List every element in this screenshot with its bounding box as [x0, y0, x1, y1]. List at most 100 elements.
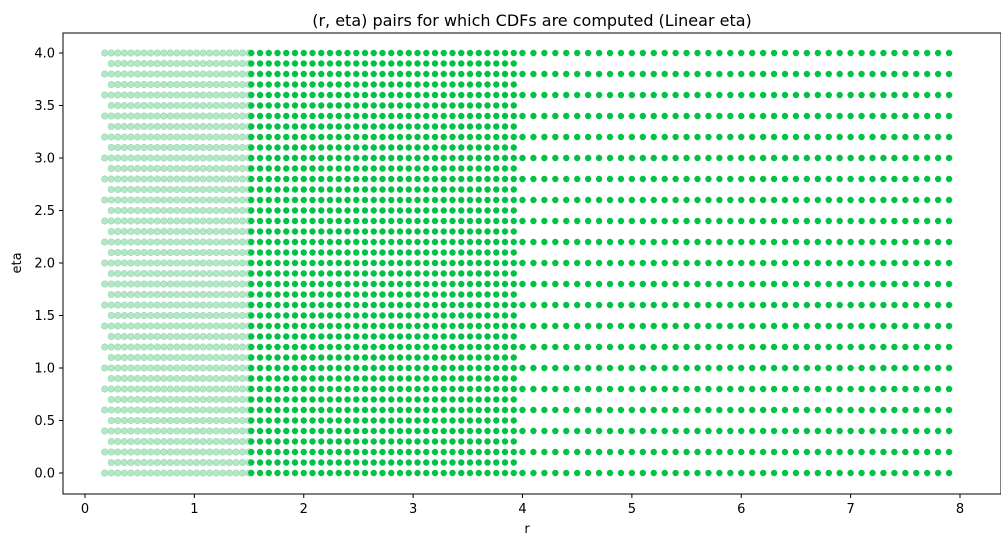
- data-point: [153, 59, 161, 67]
- data-point: [510, 144, 517, 151]
- data-point: [423, 333, 430, 340]
- data-point: [650, 238, 657, 246]
- data-point: [423, 238, 430, 246]
- data-point: [318, 102, 325, 109]
- data-point: [628, 469, 636, 477]
- data-point: [101, 427, 109, 435]
- data-point: [379, 354, 386, 361]
- data-point: [225, 469, 233, 477]
- data-point: [705, 448, 712, 456]
- data-point: [584, 448, 592, 456]
- data-point: [107, 301, 115, 309]
- data-point: [179, 364, 187, 372]
- data-point: [484, 364, 491, 372]
- data-point: [239, 437, 247, 445]
- data-point: [318, 406, 325, 414]
- data-point: [370, 343, 377, 351]
- data-point: [449, 81, 456, 88]
- data-point: [552, 448, 559, 456]
- data-point: [388, 270, 395, 277]
- data-point: [510, 249, 517, 256]
- data-point: [510, 112, 517, 120]
- data-point: [219, 322, 227, 330]
- data-point: [173, 112, 181, 120]
- data-point: [256, 133, 264, 141]
- data-point: [318, 207, 325, 214]
- data-point: [291, 291, 299, 298]
- data-point: [923, 217, 931, 225]
- data-point: [858, 427, 865, 435]
- data-point: [199, 165, 207, 173]
- data-point: [836, 343, 843, 351]
- data-point: [300, 249, 307, 256]
- data-point: [166, 259, 174, 267]
- data-point: [114, 301, 122, 309]
- data-point: [335, 270, 342, 277]
- data-point: [265, 375, 272, 382]
- data-point: [274, 154, 281, 162]
- data-point: [934, 469, 942, 477]
- data-point: [225, 91, 233, 99]
- data-point: [127, 102, 135, 110]
- data-point: [449, 322, 456, 330]
- data-point: [370, 333, 377, 340]
- data-point: [193, 416, 201, 424]
- data-point: [510, 238, 517, 246]
- data-point: [414, 217, 421, 225]
- data-point: [945, 385, 953, 393]
- data-point: [661, 112, 668, 120]
- data-point: [265, 249, 272, 256]
- data-point: [173, 416, 181, 424]
- data-point: [309, 333, 316, 340]
- data-point: [493, 196, 500, 204]
- data-point: [256, 427, 264, 435]
- data-point: [309, 469, 316, 477]
- data-point: [219, 154, 227, 162]
- data-point: [160, 144, 168, 152]
- data-point: [563, 406, 570, 414]
- data-point: [683, 280, 690, 288]
- data-point: [274, 81, 281, 88]
- data-point: [361, 196, 369, 204]
- data-point: [134, 374, 142, 382]
- data-point: [140, 332, 148, 340]
- data-point: [160, 154, 168, 162]
- data-point: [847, 301, 854, 309]
- data-point: [166, 217, 174, 225]
- data-point: [173, 290, 181, 298]
- data-point: [283, 207, 290, 214]
- data-point: [475, 270, 482, 277]
- data-point: [134, 437, 142, 445]
- data-point: [423, 123, 430, 130]
- data-point: [193, 91, 201, 99]
- data-point: [738, 238, 745, 246]
- data-point: [335, 154, 342, 162]
- data-point: [431, 60, 439, 67]
- data-point: [414, 60, 421, 67]
- data-point: [825, 91, 832, 99]
- data-point: [318, 291, 325, 298]
- data-point: [101, 133, 109, 141]
- data-point: [388, 354, 395, 361]
- data-point: [396, 469, 404, 477]
- data-point: [858, 259, 865, 267]
- data-point: [344, 154, 351, 162]
- data-point: [617, 469, 625, 477]
- data-point: [248, 459, 255, 466]
- data-point: [880, 385, 887, 393]
- data-point: [166, 112, 174, 120]
- data-point: [232, 364, 240, 372]
- data-point: [283, 312, 290, 319]
- data-point: [179, 416, 187, 424]
- data-point: [934, 406, 942, 414]
- data-point: [388, 406, 395, 414]
- data-point: [650, 364, 657, 372]
- data-point: [107, 59, 115, 67]
- data-point: [606, 427, 614, 435]
- data-point: [541, 427, 548, 435]
- data-point: [318, 70, 325, 78]
- data-point: [309, 123, 316, 130]
- data-point: [617, 385, 625, 393]
- data-point: [239, 395, 247, 403]
- data-point: [552, 364, 559, 372]
